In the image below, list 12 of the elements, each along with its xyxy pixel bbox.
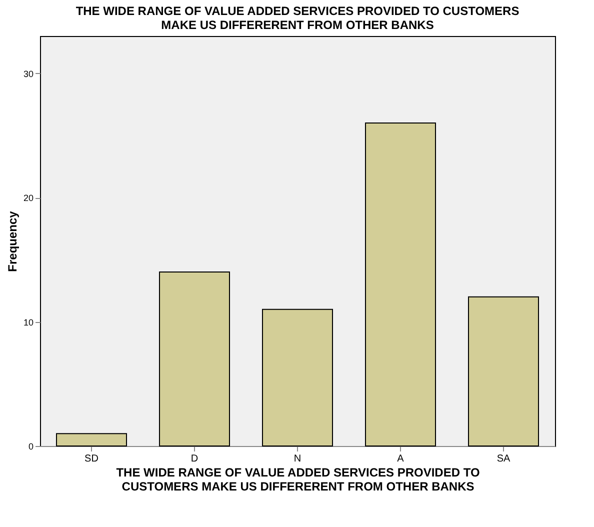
y-axis-title: Frequency <box>5 210 20 272</box>
chart-title: THE WIDE RANGE OF VALUE ADDED SERVICES PROVIDED TO CUSTOMERS MAKE US DIFFERERENT FROM OTHER BANKS <box>76 4 520 32</box>
x-tick-label: N <box>294 454 302 464</box>
y-tick-label: 20 <box>23 193 34 204</box>
x-tick-label: SD <box>84 454 98 464</box>
x-tick-label: SA <box>496 454 510 464</box>
x-tick-label: A <box>397 454 404 464</box>
y-tick-label: 10 <box>23 317 34 328</box>
y-tick-label: 0 <box>28 442 34 452</box>
x-tick-label: D <box>190 454 198 464</box>
y-tick-label: 30 <box>23 68 34 79</box>
x-axis-title: THE WIDE RANGE OF VALUE ADDED SERVICES PROVIDED TO CUSTOMERS MAKE US DIFFERERENT FROM OTHER BANKS <box>116 466 480 494</box>
